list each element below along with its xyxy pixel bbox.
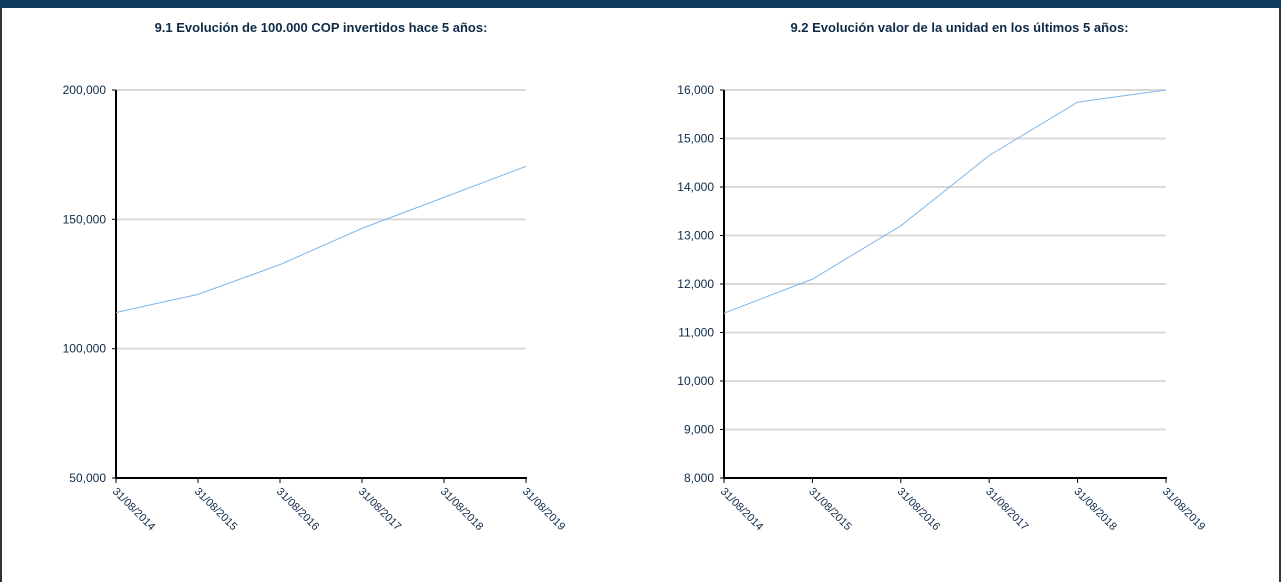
x-tick-label: 31/08/2018 — [438, 486, 485, 533]
x-tick-label: 31/08/2015 — [806, 486, 853, 533]
y-tick-label: 14,000 — [677, 180, 714, 194]
x-tick-label: 31/08/2019 — [520, 486, 567, 533]
x-tick-label: 31/08/2019 — [1160, 486, 1207, 533]
y-tick-label: 13,000 — [677, 229, 714, 243]
y-tick-label: 150,000 — [63, 212, 107, 226]
chart-title-1: 9.1 Evolución de 100.000 COP invertidos … — [154, 20, 488, 35]
x-tick-label: 31/08/2017 — [356, 486, 403, 533]
chart-panel-2: 9.2 Evolución valor de la unidad en los … — [640, 8, 1279, 582]
y-tick-label: 100,000 — [63, 342, 107, 356]
series-line — [116, 165, 526, 313]
x-tick-label: 31/08/2015 — [192, 486, 239, 533]
chart-panel-1: 9.1 Evolución de 100.000 COP invertidos … — [2, 8, 640, 582]
frame-border-left — [0, 8, 2, 582]
series-line — [724, 90, 1166, 314]
y-tick-label: 200,000 — [63, 83, 107, 97]
x-tick-label: 31/08/2018 — [1071, 486, 1118, 533]
chart-2-svg: 8,000 9,000 10,000 11,000 12,000 13,000 14,000… — [677, 83, 1207, 533]
y-tick-label: 15,000 — [677, 132, 714, 146]
x-tick-label: 31/08/2016 — [274, 486, 321, 533]
y-tick-label: 10,000 — [677, 374, 714, 388]
x-tick-label: 31/08/2014 — [110, 486, 157, 533]
x-tick-label: 31/08/2014 — [718, 486, 765, 533]
y-tick-label: 12,000 — [677, 277, 714, 291]
y-tick-label: 16,000 — [677, 83, 714, 97]
x-tick-label: 31/08/2017 — [983, 486, 1030, 533]
x-tick-label: 31/08/2016 — [895, 486, 942, 533]
header-bar — [0, 0, 1281, 8]
y-tick-label: 9,000 — [684, 423, 714, 437]
y-tick-label: 50,000 — [69, 471, 106, 485]
y-tick-label: 8,000 — [684, 471, 714, 485]
frame-border-right — [1279, 8, 1281, 582]
y-tick-label: 11,000 — [678, 326, 714, 340]
chart-1-svg: 50,000 100,000 150,000 200,000 31/08/2014 31/… — [63, 83, 568, 533]
chart-title-2: 9.2 Evolución valor de la unidad en los … — [790, 20, 1129, 35]
